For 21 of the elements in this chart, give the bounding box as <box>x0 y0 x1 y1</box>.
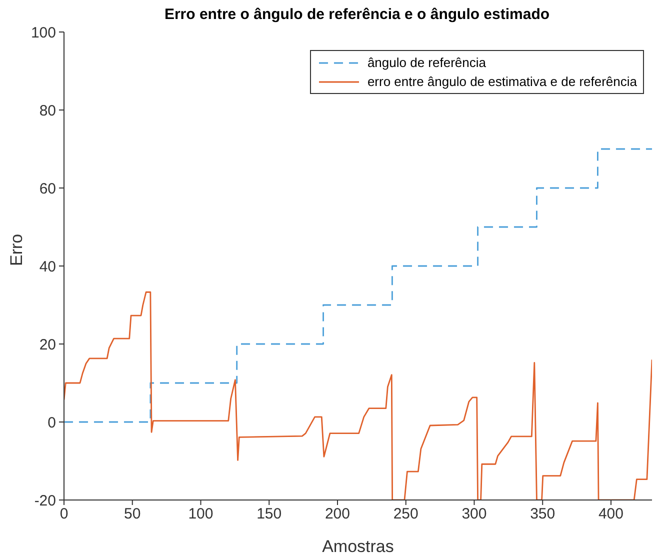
x-axis-title: Amostras <box>322 537 394 556</box>
legend-label: erro entre ângulo de estimativa e de referência <box>367 73 637 91</box>
y-tick-label: 60 <box>39 180 56 198</box>
y-axis-title: Erro <box>7 234 26 266</box>
x-tick-label: 200 <box>324 506 350 523</box>
y-tick-label: 80 <box>39 102 56 120</box>
x-tick-label: 350 <box>530 506 556 523</box>
x-tick-label: 400 <box>598 506 624 523</box>
y-tick-label: -20 <box>34 492 56 510</box>
x-tick-label: 0 <box>60 506 68 523</box>
x-tick-label: 50 <box>124 506 141 523</box>
x-tick-label: 150 <box>256 506 282 523</box>
x-tick-label: 250 <box>393 506 418 523</box>
y-tick-label: 20 <box>39 336 56 354</box>
x-tick-label: 300 <box>462 506 487 523</box>
legend-label: ângulo de referência <box>367 54 486 72</box>
y-tick-label: 0 <box>48 414 56 432</box>
y-tick-label: 40 <box>39 258 56 276</box>
y-tick-label: 100 <box>30 24 56 42</box>
chart-title: Erro entre o ângulo de referência e o ângulo estimado <box>163 6 551 23</box>
x-tick-label: 100 <box>188 506 214 523</box>
